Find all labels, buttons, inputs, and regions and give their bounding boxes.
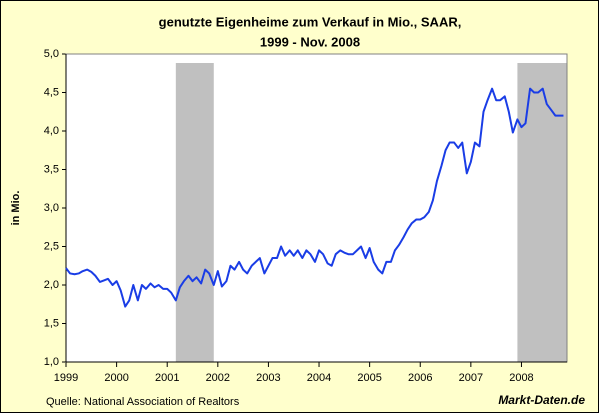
y-tick-label: 4,5: [44, 86, 59, 98]
y-tick-label: 3,5: [44, 163, 59, 175]
y-tick-label: 1,5: [44, 317, 59, 329]
y-tick-label: 1,0: [44, 356, 59, 368]
y-tick-label: 5,0: [44, 48, 59, 60]
y-axis-title: in Mio.: [10, 191, 22, 226]
shaded-period: [175, 63, 214, 362]
plot-area: [66, 54, 567, 362]
x-tick-label: 2000: [104, 372, 128, 384]
x-tick-label: 2007: [459, 372, 483, 384]
x-tick-label: 2004: [307, 372, 331, 384]
source-note: Quelle: National Association of Realtors: [46, 396, 240, 408]
y-tick-label: 4,0: [44, 125, 59, 137]
chart-title: genutzte Eigenheime zum Verkauf in Mio.,…: [159, 14, 462, 29]
y-tick-label: 2,0: [44, 279, 59, 291]
x-tick-label: 2005: [357, 372, 381, 384]
x-tick-label: 2006: [408, 372, 432, 384]
data-line: [65, 87, 564, 308]
x-tick-label: 2001: [155, 372, 179, 384]
x-tick-label: 2002: [206, 372, 230, 384]
shaded-period: [517, 63, 567, 362]
x-tick-label: 1999: [54, 372, 78, 384]
brand: Markt-Daten.de: [498, 393, 585, 407]
x-tick-label: 2008: [509, 372, 533, 384]
y-tick-label: 3,0: [44, 202, 59, 214]
chart-subtitle: 1999 - Nov. 2008: [260, 34, 360, 49]
y-tick-label: 2,5: [44, 240, 59, 252]
x-tick-label: 2003: [256, 372, 280, 384]
